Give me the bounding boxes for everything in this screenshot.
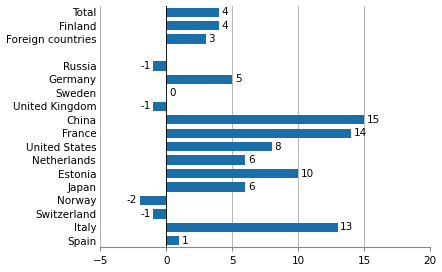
Text: 3: 3 [209,34,215,44]
Bar [166,142,272,151]
Bar [166,169,298,178]
Bar [166,115,364,125]
Text: 6: 6 [248,155,255,165]
Bar [166,21,219,30]
Text: -1: -1 [140,61,150,71]
Text: -2: -2 [127,195,137,205]
Bar [166,75,232,84]
Text: 4: 4 [221,21,228,31]
Text: 13: 13 [340,222,354,232]
Bar [166,8,219,17]
Text: 10: 10 [301,169,314,178]
Text: 5: 5 [235,75,241,85]
Text: 14: 14 [354,128,367,138]
Bar [166,155,245,165]
Bar [153,209,166,218]
Text: -1: -1 [140,209,150,219]
Bar [166,35,206,44]
Text: 8: 8 [274,142,281,152]
Bar [166,128,351,138]
Text: -1: -1 [140,101,150,111]
Bar [166,182,245,192]
Text: 1: 1 [182,236,189,246]
Bar [153,61,166,71]
Bar [140,196,166,205]
Text: 4: 4 [221,7,228,17]
Text: 15: 15 [366,115,380,125]
Bar [166,222,338,232]
Bar [166,236,179,245]
Text: 6: 6 [248,182,255,192]
Text: 0: 0 [169,88,175,98]
Bar [153,102,166,111]
